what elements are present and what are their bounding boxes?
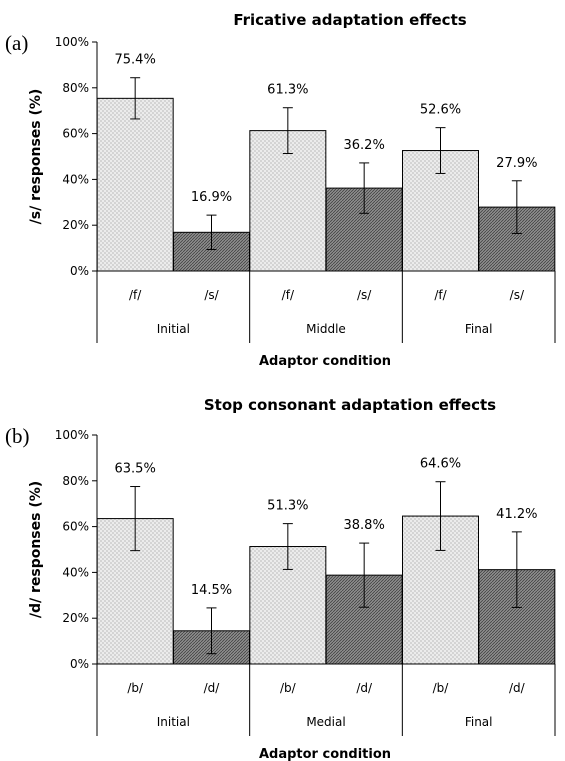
data-label: 36.2% — [344, 138, 385, 153]
y-tick-label: 100% — [55, 428, 89, 442]
group-label: Initial — [157, 322, 190, 336]
group-label: Initial — [157, 715, 190, 729]
group-label: Final — [465, 715, 493, 729]
y-tick-label: 0% — [70, 657, 89, 671]
y-tick-label: 20% — [62, 218, 89, 232]
chart-title: Stop consonant adaptation effects — [204, 396, 496, 414]
data-label: 61.3% — [267, 83, 308, 98]
y-axis-label: /d/ responses (%) — [28, 481, 44, 618]
category-label: /s/ — [204, 288, 219, 302]
bar-dotted — [96, 97, 174, 272]
category-label: /f/ — [129, 288, 142, 302]
category-label: /d/ — [509, 681, 526, 695]
group-label: Medial — [306, 715, 345, 729]
data-label: 63.5% — [115, 462, 156, 477]
category-label: /f/ — [282, 288, 295, 302]
x-axis-label: Adaptor condition — [259, 747, 391, 761]
category-label: /b/ — [127, 681, 144, 695]
group-label: Middle — [306, 322, 346, 336]
data-label: 14.5% — [191, 583, 232, 598]
y-tick-label: 80% — [62, 474, 89, 488]
category-label: /s/ — [510, 288, 525, 302]
y-tick-label: 40% — [62, 565, 89, 579]
category-label: /d/ — [356, 681, 373, 695]
chart-panel-b: Stop consonant adaptation effects (b) /d/ … — [5, 396, 556, 761]
data-label: 75.4% — [115, 53, 156, 68]
panel-label: (b) — [5, 424, 30, 448]
chart-panel-a: Fricative adaptation effects (a) /s/ respo… — [5, 11, 556, 369]
category-label: /s/ — [357, 288, 372, 302]
category-label: /d/ — [204, 681, 221, 695]
y-tick-label: 80% — [62, 81, 89, 95]
chart-title: Fricative adaptation effects — [233, 11, 466, 29]
x-axis-label: Adaptor condition — [259, 354, 391, 369]
data-label: 52.6% — [420, 103, 461, 118]
y-tick-label: 60% — [62, 127, 89, 141]
group-label: Final — [465, 322, 493, 336]
y-tick-label: 20% — [62, 611, 89, 625]
data-label: 16.9% — [191, 190, 232, 205]
y-tick-label: 100% — [55, 35, 89, 49]
data-label: 27.9% — [496, 156, 537, 171]
panel-label: (a) — [5, 31, 28, 55]
y-tick-label: 0% — [70, 264, 89, 278]
category-label: /b/ — [280, 681, 297, 695]
data-label: 41.2% — [496, 507, 537, 522]
data-label: 64.6% — [420, 457, 461, 472]
y-axis-label: /s/ responses (%) — [28, 89, 44, 225]
data-label: 51.3% — [267, 499, 308, 514]
data-label: 38.8% — [344, 518, 385, 533]
category-label: /b/ — [433, 681, 450, 695]
category-label: /f/ — [434, 288, 447, 302]
y-tick-label: 40% — [62, 172, 89, 186]
y-tick-label: 60% — [62, 520, 89, 534]
